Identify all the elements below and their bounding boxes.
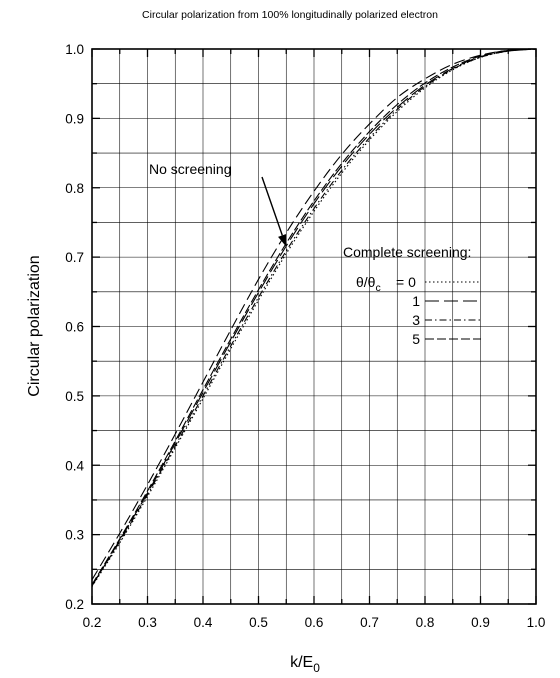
series-lines: [91, 48, 537, 587]
legend-entries: = 0 1 3 5: [396, 274, 481, 347]
series-line-screening-theta-1: [91, 48, 537, 587]
no-screening-arrow: [261, 176, 283, 236]
tick-labels: 0.2 0.3 0.4 0.5 0.6 0.7 0.8 0.9 1.0 0.2 0.3 0.4 0.5 0…: [65, 42, 545, 630]
y-tick-label: 0.2: [65, 597, 84, 612]
y-axis-title: Circular polarization: [26, 255, 43, 396]
x-tick-label: 0.4: [194, 615, 213, 630]
grid: [91, 48, 537, 605]
axis-ticks: [91, 48, 537, 605]
y-tick-label: 0.5: [65, 389, 84, 404]
annotations: No screening Complete screening: θ/θc = …: [149, 161, 481, 347]
legend-label-0: = 0: [396, 274, 416, 290]
x-tick-label: 0.2: [83, 615, 102, 630]
y-tick-label: 0.9: [65, 111, 84, 126]
y-tick-label: 0.3: [65, 528, 84, 543]
plot-frame: [91, 48, 537, 605]
no-screening-arrowhead: [278, 233, 287, 247]
y-tick-label: 0.7: [65, 250, 84, 265]
legend-label-5: 5: [412, 331, 420, 347]
legend-title: Complete screening:: [343, 244, 471, 260]
x-tick-label: 0.6: [305, 615, 324, 630]
y-tick-label: 0.8: [65, 181, 84, 196]
y-tick-label: 1.0: [65, 42, 84, 57]
x-axis-title: k/E0: [290, 654, 320, 675]
y-tick-label: 0.4: [65, 458, 84, 473]
x-tick-label: 0.5: [249, 615, 268, 630]
series-line-screening-theta-3: [91, 48, 537, 586]
y-tick-label: 0.6: [65, 320, 84, 335]
legend-symbol: θ/θc: [356, 274, 381, 294]
legend-label-1: 1: [412, 293, 420, 309]
x-tick-label: 1.0: [527, 615, 546, 630]
series-line-no-screening: [91, 48, 537, 581]
x-tick-label: 0.8: [416, 615, 435, 630]
x-tick-label: 0.9: [471, 615, 490, 630]
chart-title: Circular polarization from 100% longitud…: [142, 9, 438, 21]
no-screening-label: No screening: [149, 161, 232, 177]
legend-label-3: 3: [412, 312, 420, 328]
series-line-screening-theta-5: [91, 48, 537, 585]
x-tick-label: 0.7: [360, 615, 379, 630]
x-tick-label: 0.3: [138, 615, 157, 630]
